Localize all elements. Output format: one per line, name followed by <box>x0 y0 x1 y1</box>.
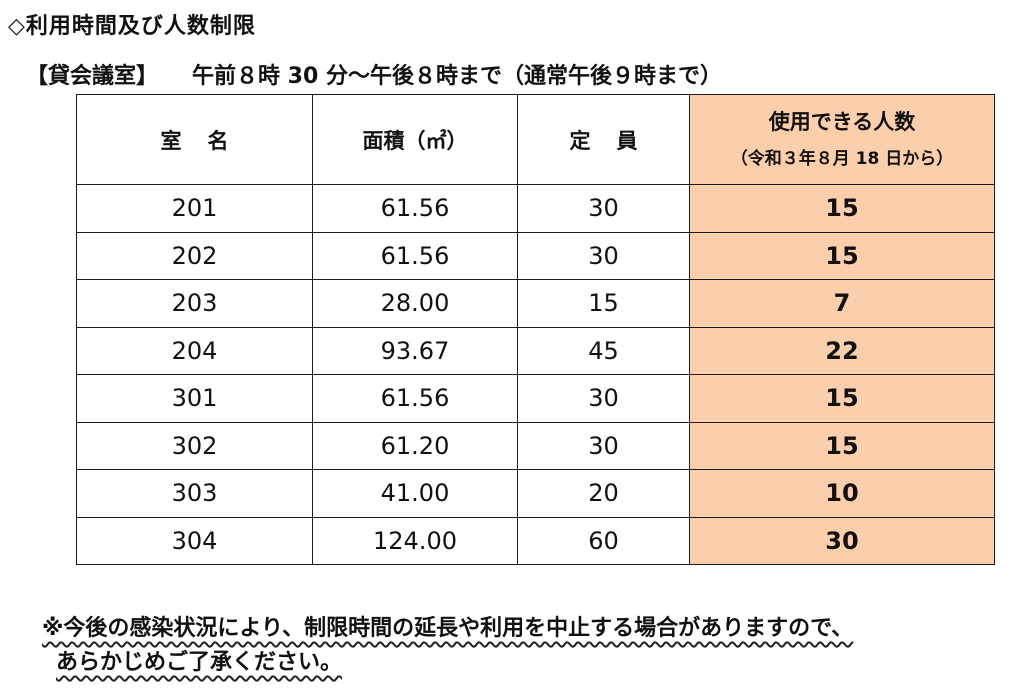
cell-usable: 15 <box>689 374 995 423</box>
cell-room: 304 <box>76 516 313 565</box>
cell-room: 203 <box>76 279 313 328</box>
cell-area: 61.56 <box>312 184 518 233</box>
cell-capacity: 30 <box>517 231 690 280</box>
cell-capacity: 30 <box>517 184 690 233</box>
page-heading: ◇利用時間及び人数制限 <box>8 14 256 39</box>
cell-usable: 15 <box>689 231 995 280</box>
room-limits-table: 室名 面積（㎡） 定員 使用できる人数 （令和３年８月 18 日から） 201 … <box>76 94 995 565</box>
table-row: 303 41.00 20 10 <box>76 469 995 518</box>
header-capacity: 定員 <box>517 94 690 185</box>
cell-room: 204 <box>76 326 313 375</box>
table-row: 202 61.56 30 15 <box>76 231 995 280</box>
cell-capacity: 20 <box>517 469 690 518</box>
table-row: 302 61.20 30 15 <box>76 421 995 470</box>
notice-line-1: ※今後の感染状況により、制限時間の延長や利用を中止する場合がありますので、 <box>42 616 854 641</box>
header-area: 面積（㎡） <box>312 94 518 185</box>
table-header-row: 室名 面積（㎡） 定員 使用できる人数 （令和３年８月 18 日から） <box>76 94 995 185</box>
table-row: 301 61.56 30 15 <box>76 374 995 423</box>
cell-usable: 15 <box>689 184 995 233</box>
cell-room: 303 <box>76 469 313 518</box>
header-room-name: 室名 <box>76 94 313 185</box>
cell-capacity: 15 <box>517 279 690 328</box>
room-hours-line: 【貸会議室】 午前８時 30 分～午後８時まで（通常午後９時まで） <box>26 58 722 90</box>
cell-area: 124.00 <box>312 516 518 565</box>
cell-usable: 15 <box>689 421 995 470</box>
cell-area: 41.00 <box>312 469 518 518</box>
cell-area: 28.00 <box>312 279 518 328</box>
header-usable-label: 使用できる人数 <box>768 110 916 135</box>
table-row: 201 61.56 30 15 <box>76 184 995 233</box>
cell-usable: 10 <box>689 469 995 518</box>
cell-room: 201 <box>76 184 313 233</box>
cell-room: 301 <box>76 374 313 423</box>
cell-usable: 7 <box>689 279 995 328</box>
cell-capacity: 30 <box>517 374 690 423</box>
notice-text: ※今後の感染状況により、制限時間の延長や利用を中止する場合がありますので、 あら… <box>42 612 853 680</box>
cell-capacity: 60 <box>517 516 690 565</box>
table-row: 204 93.67 45 22 <box>76 326 995 375</box>
table-row: 304 124.00 60 30 <box>76 516 995 565</box>
header-usable-effective-date: （令和３年８月 18 日から） <box>730 149 954 170</box>
cell-capacity: 45 <box>517 326 690 375</box>
cell-room: 202 <box>76 231 313 280</box>
notice-line-2: あらかじめご了承ください。 <box>56 650 343 675</box>
cell-room: 302 <box>76 421 313 470</box>
hours-text: 午前８時 30 分～午後８時まで（通常午後９時まで） <box>192 64 722 89</box>
cell-usable: 22 <box>689 326 995 375</box>
cell-usable: 30 <box>689 516 995 565</box>
header-usable-count: 使用できる人数 （令和３年８月 18 日から） <box>689 94 995 185</box>
cell-area: 93.67 <box>312 326 518 375</box>
cell-area: 61.56 <box>312 231 518 280</box>
room-type-label: 【貸会議室】 <box>26 64 159 89</box>
cell-area: 61.56 <box>312 374 518 423</box>
cell-area: 61.20 <box>312 421 518 470</box>
table-row: 203 28.00 15 7 <box>76 279 995 328</box>
cell-capacity: 30 <box>517 421 690 470</box>
